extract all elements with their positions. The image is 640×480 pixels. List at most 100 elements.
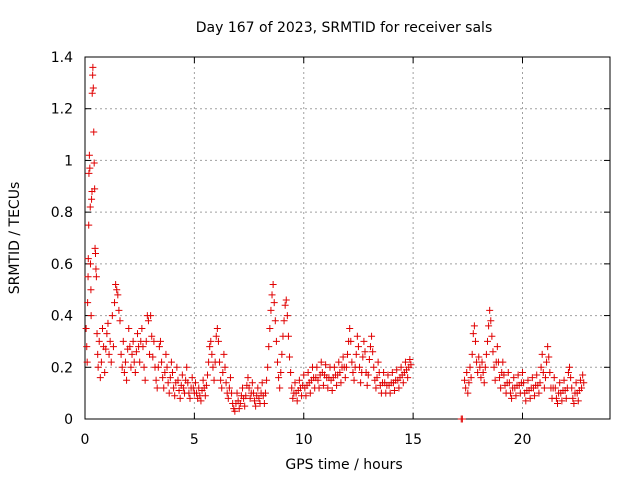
data-point	[85, 221, 93, 229]
data-point	[475, 353, 483, 361]
data-point	[245, 384, 253, 392]
data-point	[567, 374, 575, 382]
data-point	[255, 394, 263, 402]
data-point	[221, 363, 229, 371]
data-point	[344, 350, 351, 358]
data-point	[539, 368, 547, 376]
data-point	[546, 368, 554, 376]
data-point	[570, 399, 578, 407]
data-point	[222, 379, 230, 387]
data-point	[171, 392, 179, 400]
data-point	[556, 379, 564, 387]
data-point	[163, 363, 171, 371]
data-point	[140, 363, 148, 371]
data-point	[236, 399, 244, 407]
data-point	[104, 319, 112, 327]
data-point	[314, 376, 322, 384]
data-point	[85, 169, 93, 177]
data-point	[144, 317, 152, 325]
data-point	[136, 358, 144, 366]
data-point	[246, 394, 254, 402]
data-point	[286, 353, 294, 361]
data-point	[167, 358, 175, 366]
y-tick-label: 0.4	[51, 309, 73, 325]
data-point	[166, 374, 174, 382]
data-point	[208, 350, 216, 358]
data-point	[407, 361, 415, 369]
data-point	[569, 394, 577, 402]
data-point	[106, 337, 114, 345]
data-point	[264, 363, 272, 371]
data-point	[206, 343, 214, 351]
data-point	[164, 379, 172, 387]
data-point	[91, 185, 99, 193]
data-point	[239, 384, 246, 392]
data-point	[512, 392, 520, 400]
data-point	[139, 343, 147, 351]
data-point	[319, 381, 327, 389]
data-point	[99, 325, 106, 332]
data-point	[580, 379, 588, 387]
data-point	[487, 317, 495, 325]
data-point	[572, 379, 580, 387]
data-point	[125, 325, 133, 332]
data-point	[339, 353, 347, 361]
data-point	[537, 363, 545, 371]
data-point	[393, 366, 401, 374]
x-tick-label: 15	[404, 432, 422, 448]
data-point	[461, 376, 469, 384]
data-point	[84, 255, 92, 263]
data-point	[96, 374, 104, 382]
data-point	[560, 376, 568, 384]
y-tick-label: 1.4	[51, 50, 73, 66]
data-point	[348, 358, 356, 366]
data-point	[219, 368, 227, 376]
data-point	[566, 363, 574, 371]
data-point	[552, 394, 560, 402]
data-point	[500, 371, 508, 379]
data-point	[207, 337, 215, 345]
data-point	[490, 363, 498, 371]
data-point	[158, 358, 166, 366]
data-point	[161, 368, 169, 376]
data-point	[179, 384, 187, 392]
data-point	[178, 371, 186, 379]
data-point	[244, 374, 252, 382]
data-point	[274, 358, 281, 366]
x-tick-label: 0	[81, 432, 90, 448]
data-point	[541, 374, 549, 382]
data-point	[216, 358, 224, 366]
y-tick-label: 0	[64, 412, 73, 428]
data-point	[341, 374, 349, 382]
data-point	[458, 415, 466, 423]
data-point	[368, 332, 376, 340]
data-point	[102, 345, 110, 353]
data-point	[118, 363, 126, 371]
grid	[85, 57, 610, 419]
data-point	[252, 402, 260, 410]
data-point	[313, 363, 321, 371]
data-point	[87, 312, 95, 320]
data-point	[226, 374, 234, 382]
data-point	[337, 379, 345, 387]
data-point	[482, 350, 490, 358]
data-point	[269, 281, 277, 289]
data-point	[276, 384, 284, 392]
data-point	[202, 381, 210, 389]
x-tick-label: 20	[514, 432, 532, 448]
data-point	[342, 363, 350, 371]
data-point	[85, 151, 93, 159]
data-point	[295, 376, 303, 384]
data-point	[152, 376, 160, 384]
data-point	[315, 384, 323, 392]
data-point	[465, 379, 473, 387]
data-point	[90, 159, 98, 167]
data-point	[258, 379, 266, 387]
data-point	[388, 368, 396, 376]
chart-title: Day 167 of 2023, SRMTID for receiver sal…	[196, 20, 492, 36]
data-point	[330, 363, 338, 371]
data-point	[86, 203, 94, 211]
data-point	[271, 317, 279, 325]
data-point	[88, 89, 96, 97]
data-point	[284, 332, 292, 340]
